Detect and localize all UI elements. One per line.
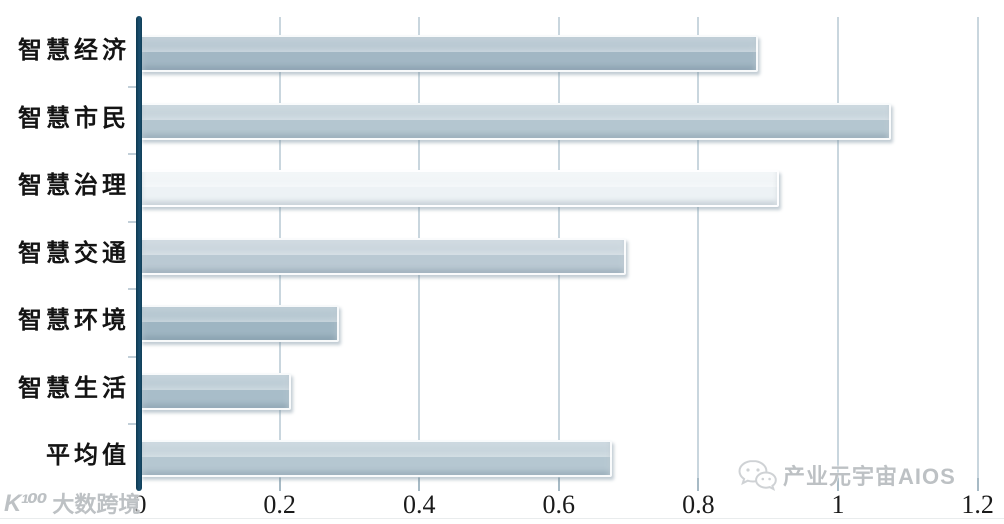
k100-logo-icon: K¹⁰⁰ <box>4 489 47 517</box>
x-tick-label-0.4: 0.4 <box>402 490 436 519</box>
y-tick-mark-3 <box>128 220 137 223</box>
x-tick-label-0: 0 <box>133 490 147 519</box>
plot-area <box>140 15 980 491</box>
watermark-left-text: 大数跨境 <box>52 492 141 517</box>
category-label-2: 智慧治理 <box>18 173 130 199</box>
watermark-right-text: 产业元宇宙AIOS <box>783 464 956 489</box>
bar-4 <box>140 305 339 342</box>
y-axis-line <box>136 16 142 491</box>
x-tick-mark-0.2 <box>278 478 281 491</box>
bar-2 <box>140 170 779 207</box>
bar-1 <box>140 102 891 140</box>
x-tick-mark-0.4 <box>418 478 421 491</box>
watermark-left: K¹⁰⁰ 大数跨境 <box>4 487 140 519</box>
y-tick-mark-5 <box>128 355 137 358</box>
watermark-right: 产业元宇宙AIOS <box>737 458 956 492</box>
bar-5 <box>140 372 291 410</box>
wechat-icon <box>737 458 777 492</box>
category-label-1: 智慧市民 <box>18 105 130 132</box>
gridline-x-1 <box>837 17 839 491</box>
bar-0 <box>140 35 758 72</box>
y-tick-mark-4 <box>128 288 137 290</box>
category-label-5: 智慧生活 <box>18 375 130 402</box>
x-tick-mark-0.8 <box>697 478 700 491</box>
gridline-x-1.2 <box>976 17 979 491</box>
x-tick-mark-0.6 <box>557 478 560 491</box>
y-tick-mark-1 <box>128 85 137 88</box>
x-tick-mark-1.2 <box>976 478 979 491</box>
category-label-6: 平均值 <box>46 443 130 469</box>
x-tick-label-1.2: 1.2 <box>961 490 994 519</box>
x-tick-label-0.6: 0.6 <box>542 490 576 519</box>
category-label-3: 智慧交通 <box>18 240 130 267</box>
bar-6 <box>140 440 612 477</box>
x-tick-label-0.2: 0.2 <box>263 490 296 519</box>
bottom-divider <box>0 518 1004 519</box>
category-label-4: 智慧环境 <box>18 308 130 334</box>
x-tick-label-0.8: 0.8 <box>682 490 715 519</box>
x-tick-label-1: 1 <box>831 490 845 519</box>
bar-3 <box>140 237 626 275</box>
y-tick-mark-2 <box>128 153 137 155</box>
y-tick-mark-6 <box>128 423 137 425</box>
category-label-0: 智慧经济 <box>18 38 130 64</box>
gridline-x-0.8 <box>697 17 700 491</box>
x-tick-mark-1 <box>837 478 839 491</box>
